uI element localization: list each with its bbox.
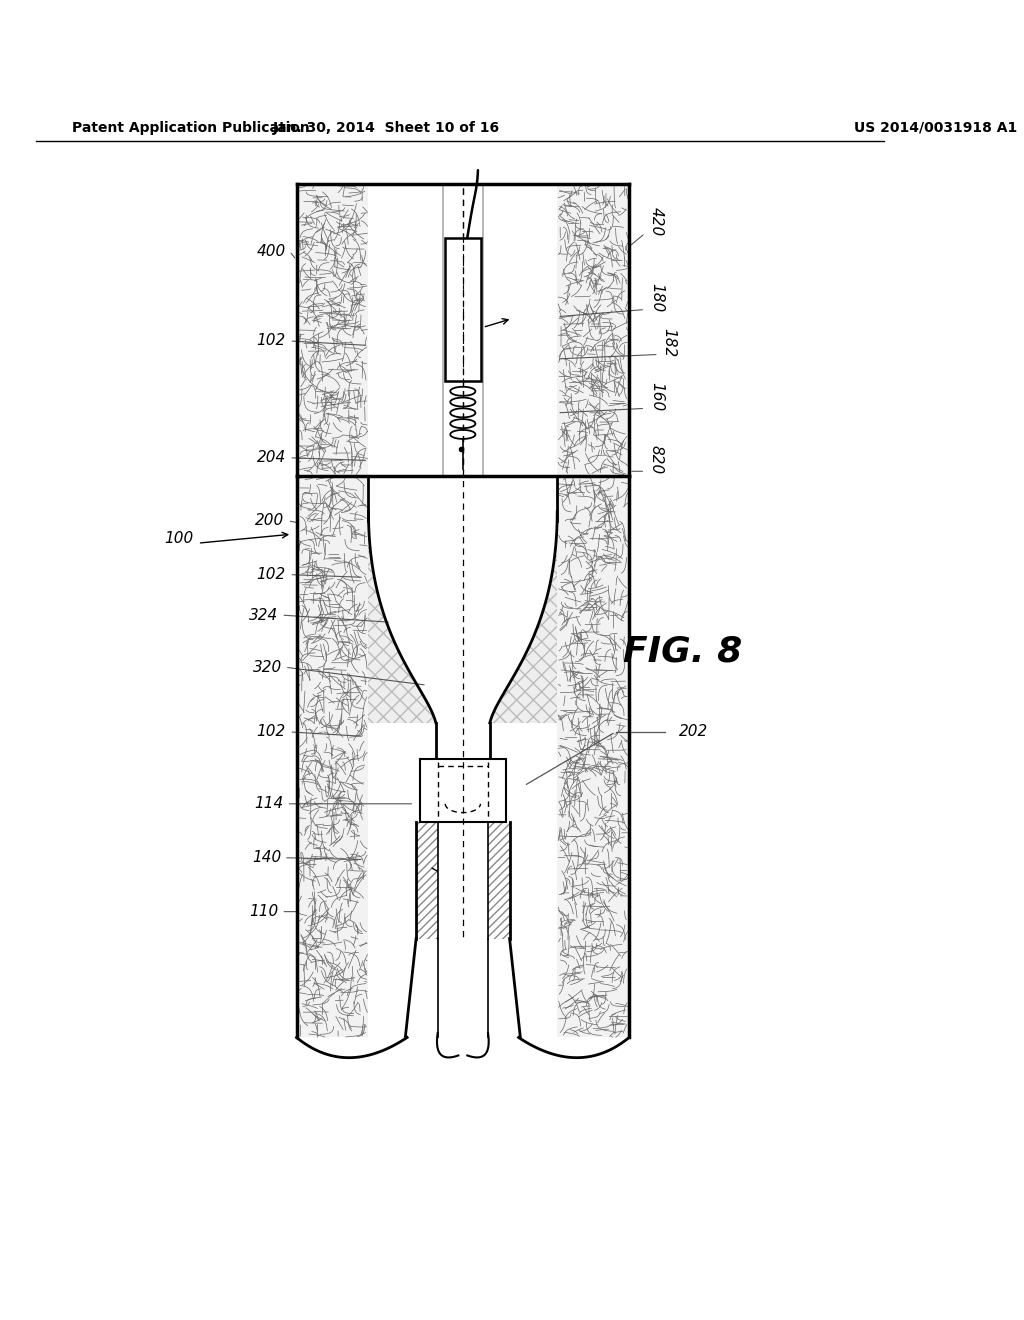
Bar: [369, 183, 557, 475]
Polygon shape: [369, 512, 557, 723]
Text: 114: 114: [255, 796, 284, 812]
Text: 202: 202: [679, 725, 708, 739]
Bar: [436, 723, 489, 759]
Bar: [444, 238, 481, 381]
Bar: [297, 475, 369, 1038]
Bar: [488, 822, 510, 939]
Text: 200: 200: [255, 513, 284, 528]
Bar: [437, 822, 488, 939]
Text: 820: 820: [649, 445, 664, 474]
Bar: [557, 475, 629, 1038]
Text: 102: 102: [257, 334, 286, 348]
Bar: [557, 183, 629, 475]
Text: 180: 180: [649, 284, 664, 313]
Text: 420: 420: [649, 207, 664, 236]
Text: 204: 204: [257, 450, 286, 465]
Text: 102: 102: [257, 568, 286, 582]
Text: Patent Application Publication: Patent Application Publication: [72, 121, 309, 135]
Bar: [416, 822, 437, 939]
Text: 160: 160: [649, 381, 664, 412]
Text: FIG. 8: FIG. 8: [624, 634, 742, 668]
Bar: [369, 512, 557, 723]
Text: 100: 100: [164, 531, 194, 546]
Text: 102: 102: [257, 725, 286, 739]
Text: 320: 320: [253, 660, 283, 675]
Bar: [420, 759, 506, 822]
Bar: [369, 475, 557, 1038]
Text: 182: 182: [662, 329, 677, 358]
Text: 324: 324: [250, 607, 279, 623]
Text: 110: 110: [250, 904, 279, 919]
Text: Jan. 30, 2014  Sheet 10 of 16: Jan. 30, 2014 Sheet 10 of 16: [272, 121, 500, 135]
Bar: [297, 183, 369, 475]
Text: US 2014/0031918 A1: US 2014/0031918 A1: [854, 121, 1017, 135]
Text: 400: 400: [257, 244, 286, 259]
Text: 140: 140: [252, 850, 282, 865]
